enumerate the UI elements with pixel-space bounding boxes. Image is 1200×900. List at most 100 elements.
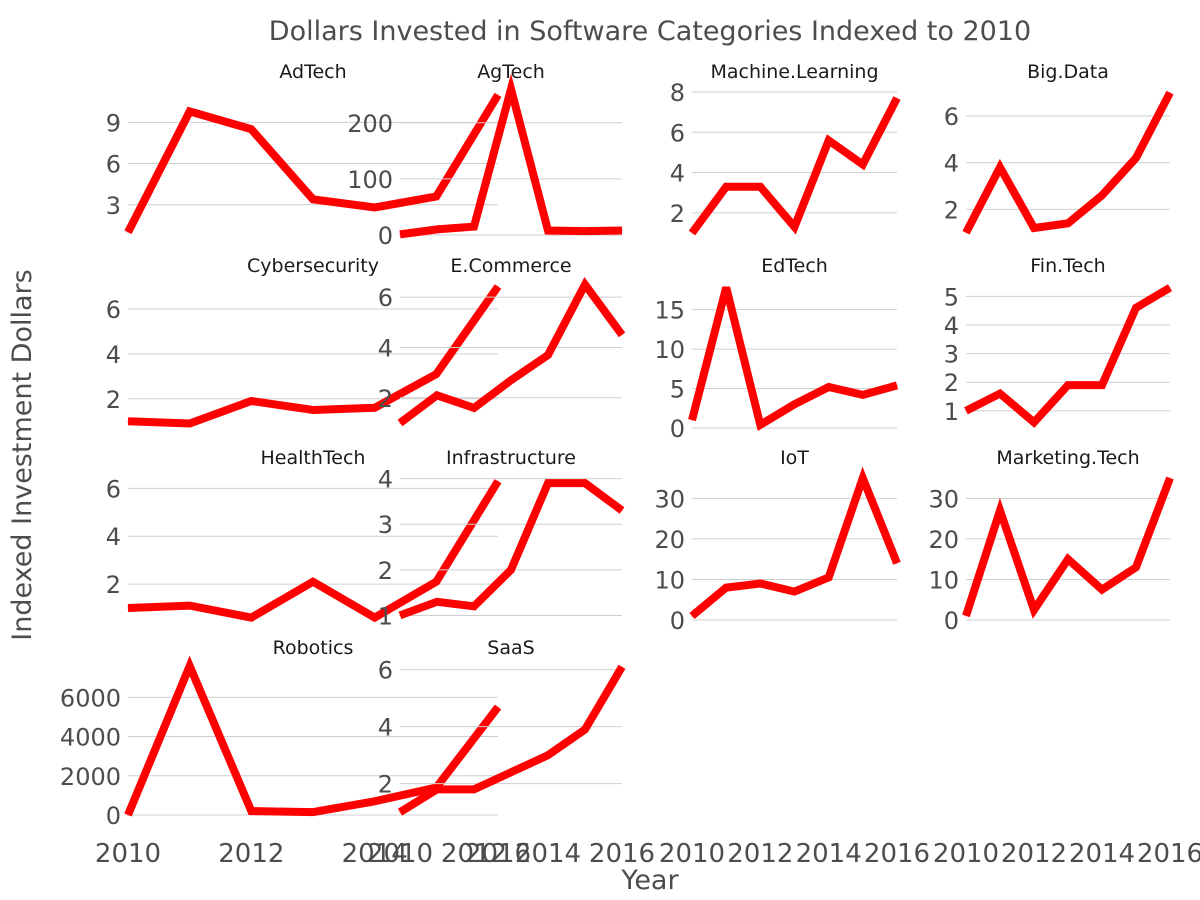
data-point (473, 226, 475, 228)
data-point (435, 196, 437, 198)
panel-e-commerce: E.Commerce 2 4 6 (378, 255, 626, 427)
data-point (399, 614, 401, 616)
x-axis-title: Year (620, 865, 679, 896)
data-point (1169, 287, 1171, 289)
data-point (584, 729, 586, 731)
data-point (399, 811, 401, 813)
data-point (965, 410, 967, 412)
y-tick-label: 4 (378, 714, 393, 742)
data-point (759, 424, 761, 426)
data-point (473, 788, 475, 790)
y-tick-label: 15 (654, 297, 685, 325)
data-point (497, 94, 499, 96)
data-point (759, 583, 761, 584)
y-tick-label: 5 (670, 376, 685, 404)
series-line (397, 664, 626, 816)
data-point (621, 230, 623, 232)
x-tick-label: 2014 (515, 839, 581, 869)
data-point (436, 788, 438, 790)
data-point (510, 379, 512, 381)
data-point (862, 477, 864, 479)
x-tick-label: 2016 (864, 839, 930, 869)
y-tick-label: 4 (670, 160, 685, 188)
data-point (497, 480, 499, 482)
y-tick-label: 9 (106, 109, 121, 137)
series-line (399, 73, 623, 239)
x-tick-label: 2014 (342, 839, 408, 869)
y-tick-label: 3 (944, 341, 959, 369)
panel-infrastructure: Infrastructure 1 2 3 4 (378, 447, 625, 630)
data-point (1067, 558, 1069, 560)
data-point (436, 601, 438, 603)
data-point (691, 232, 693, 234)
data-point (691, 419, 693, 421)
data-point (510, 88, 512, 90)
y-tick-label: 2 (106, 386, 121, 414)
y-tick-label: 4000 (60, 724, 121, 752)
data-point (312, 409, 314, 411)
data-point (794, 403, 795, 405)
data-point (374, 800, 376, 802)
y-tick-label: 20 (654, 526, 685, 554)
panel-title: EdTech (761, 255, 828, 277)
y-tick-label: 2 (944, 369, 959, 397)
data-point (127, 814, 129, 816)
data-point (312, 198, 314, 200)
data-point (436, 228, 438, 230)
y-tick-label: 4 (106, 341, 121, 369)
panel-title: Marketing.Tech (996, 447, 1139, 469)
data-point (794, 591, 795, 593)
data-point (1033, 609, 1035, 611)
data-point (1135, 307, 1137, 309)
y-tick-label: 0 (670, 607, 685, 635)
panel-title: Fin.Tech (1030, 255, 1105, 277)
y-tick-label: 6 (378, 657, 393, 685)
data-point (1101, 194, 1103, 196)
y-tick-label: 20 (928, 526, 959, 554)
data-point (510, 569, 512, 571)
data-point (862, 164, 864, 166)
facet-panels: AdTech369AgTech0100200Machine.Learning24… (60, 61, 1200, 869)
y-tick-label: 1 (378, 602, 393, 630)
y-tick-label: 2 (944, 196, 959, 224)
data-point (312, 581, 314, 583)
x-tick-label: 2012 (218, 839, 284, 869)
data-point (312, 811, 314, 813)
panel-title: HealthTech (261, 447, 366, 469)
data-point (1169, 92, 1171, 94)
data-point (374, 617, 376, 619)
data-point (189, 605, 191, 607)
y-tick-label: 4 (378, 334, 393, 362)
data-point (250, 810, 252, 812)
data-point (510, 771, 512, 773)
data-point (621, 666, 623, 668)
panel-adtech: AdTech 3 6 9 (106, 61, 502, 235)
data-point (497, 285, 499, 287)
data-point (584, 284, 586, 286)
data-point (1135, 566, 1137, 568)
y-tick-label: 0 (106, 802, 121, 830)
data-point (896, 562, 898, 564)
y-tick-label: 3 (378, 511, 393, 539)
data-point (374, 407, 376, 409)
y-tick-label: 0 (670, 415, 685, 443)
data-point (127, 231, 129, 233)
x-tick-label: 2014 (1069, 839, 1135, 869)
panel-title: SaaS (487, 637, 534, 659)
data-point (547, 482, 549, 484)
data-point (189, 423, 191, 425)
data-point (473, 605, 475, 607)
y-tick-label: 6000 (60, 684, 121, 712)
data-point (436, 394, 438, 396)
y-tick-label: 30 (928, 485, 959, 513)
panel-title: AgTech (477, 61, 545, 83)
panel-title: Robotics (273, 637, 354, 659)
x-tick-label: 2012 (1001, 839, 1067, 869)
data-point (435, 581, 437, 583)
panel-machine-learning: Machine.Learning 2 4 6 8 (670, 61, 901, 236)
y-tick-label: 6 (106, 296, 121, 324)
data-point (399, 422, 401, 424)
series-line (398, 479, 625, 620)
data-point (828, 576, 830, 578)
